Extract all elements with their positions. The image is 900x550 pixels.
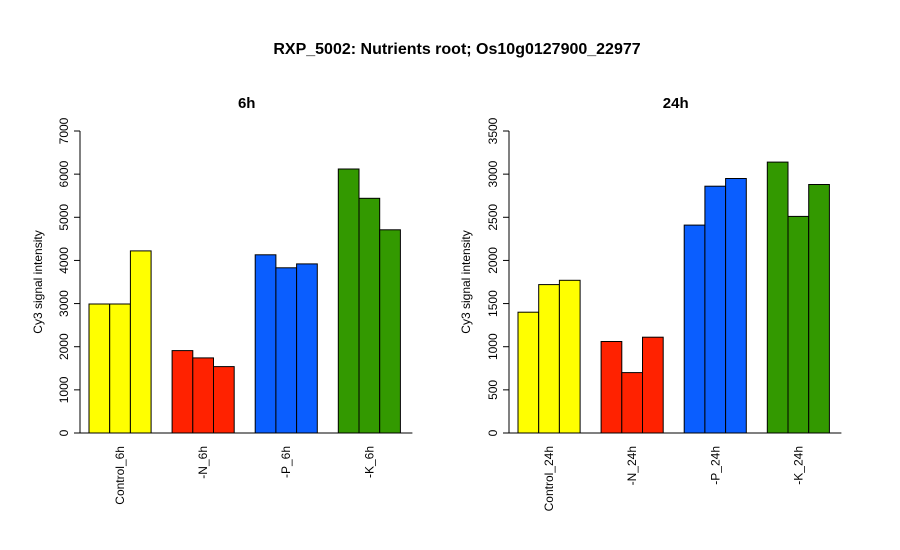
y-tick-label: 7000 — [57, 117, 71, 144]
category-label: Control_6h — [113, 446, 127, 505]
y-tick-label: 1000 — [486, 333, 500, 360]
bar-N24h-1 — [600, 341, 623, 434]
panel-24h: 24h Control_24h -N_24h -P_24h -K_24h 0 500 1000… — [459, 95, 842, 511]
bar-K6h-1 — [337, 168, 360, 434]
y-tick-label: 0 — [486, 429, 500, 436]
category-label: -K_6h — [362, 446, 376, 478]
bar-K24h-2 — [787, 215, 810, 434]
bar-K6h-3 — [379, 229, 401, 434]
y-tick-label: 2000 — [486, 247, 500, 274]
y-tick-label: 2500 — [486, 204, 500, 231]
bar-Control6h-1 — [88, 303, 111, 434]
category-label: -N_24h — [625, 446, 639, 485]
y-tick-label: 1000 — [57, 376, 71, 403]
bar-P6h-2 — [275, 267, 298, 434]
panel-title: 24h — [663, 95, 689, 112]
bar-P6h-1 — [254, 254, 277, 434]
category-label: -K_24h — [791, 446, 805, 485]
category-label: -N_6h — [196, 446, 210, 479]
bar-Control6h-3 — [129, 250, 152, 434]
bar-N24h-3 — [642, 336, 664, 434]
panel-title: 6h — [238, 95, 256, 112]
y-tick-label: 3000 — [57, 290, 71, 317]
category-label: -P_6h — [279, 446, 293, 478]
y-tick-label: 2000 — [57, 333, 71, 360]
panel-6h: 6h Control_6h -N_6h -P_6h -K_6h 0 1000 2000 3000… — [31, 95, 413, 505]
y-tick-label: 5000 — [57, 204, 71, 231]
bar-Control6h-2 — [109, 303, 131, 434]
bar-P6h-3 — [296, 263, 318, 434]
y-axis-label: Cy3 signal intensity — [459, 230, 473, 333]
y-axis-label: Cy3 signal intensity — [31, 230, 45, 333]
bar-P24h-1 — [683, 224, 706, 434]
y-tick-label: 500 — [486, 380, 500, 400]
y-tick-label: 4000 — [57, 247, 71, 274]
bar-N24h-2 — [621, 372, 643, 434]
bar-N6h-3 — [213, 366, 235, 434]
bar-K24h-1 — [766, 161, 789, 434]
y-tick-label: 0 — [57, 429, 71, 436]
bar-P24h-2 — [704, 185, 727, 434]
y-tick-label: 3500 — [486, 117, 500, 144]
y-tick-label: 3000 — [486, 160, 500, 187]
bar-K6h-2 — [358, 197, 381, 434]
bar-N6h-2 — [192, 357, 215, 434]
bar-P24h-3 — [725, 178, 747, 434]
y-tick-label: 1500 — [486, 290, 500, 317]
bar-Control24h-1 — [517, 311, 540, 434]
bar-N6h-1 — [171, 350, 194, 434]
bar-Control24h-3 — [558, 279, 581, 434]
category-label: Control_24h — [542, 446, 556, 511]
main-title: RXP_5002: Nutrients root; Os10g0127900_2… — [273, 41, 640, 58]
category-label: -P_24h — [708, 446, 722, 485]
bar-K24h-3 — [808, 184, 830, 434]
y-tick-label: 6000 — [57, 160, 71, 187]
bar-Control24h-2 — [538, 284, 560, 434]
